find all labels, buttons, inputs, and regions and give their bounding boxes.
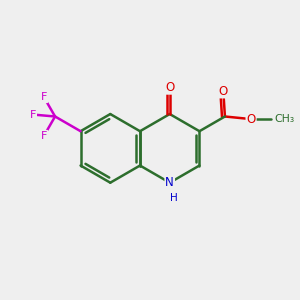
Text: O: O bbox=[246, 112, 256, 126]
Text: H: H bbox=[170, 194, 178, 203]
Text: O: O bbox=[219, 85, 228, 98]
Text: N: N bbox=[165, 176, 174, 189]
Text: O: O bbox=[165, 81, 174, 94]
Text: F: F bbox=[30, 110, 36, 120]
Text: F: F bbox=[41, 92, 47, 102]
Text: CH₃: CH₃ bbox=[274, 114, 294, 124]
Text: F: F bbox=[41, 131, 47, 141]
